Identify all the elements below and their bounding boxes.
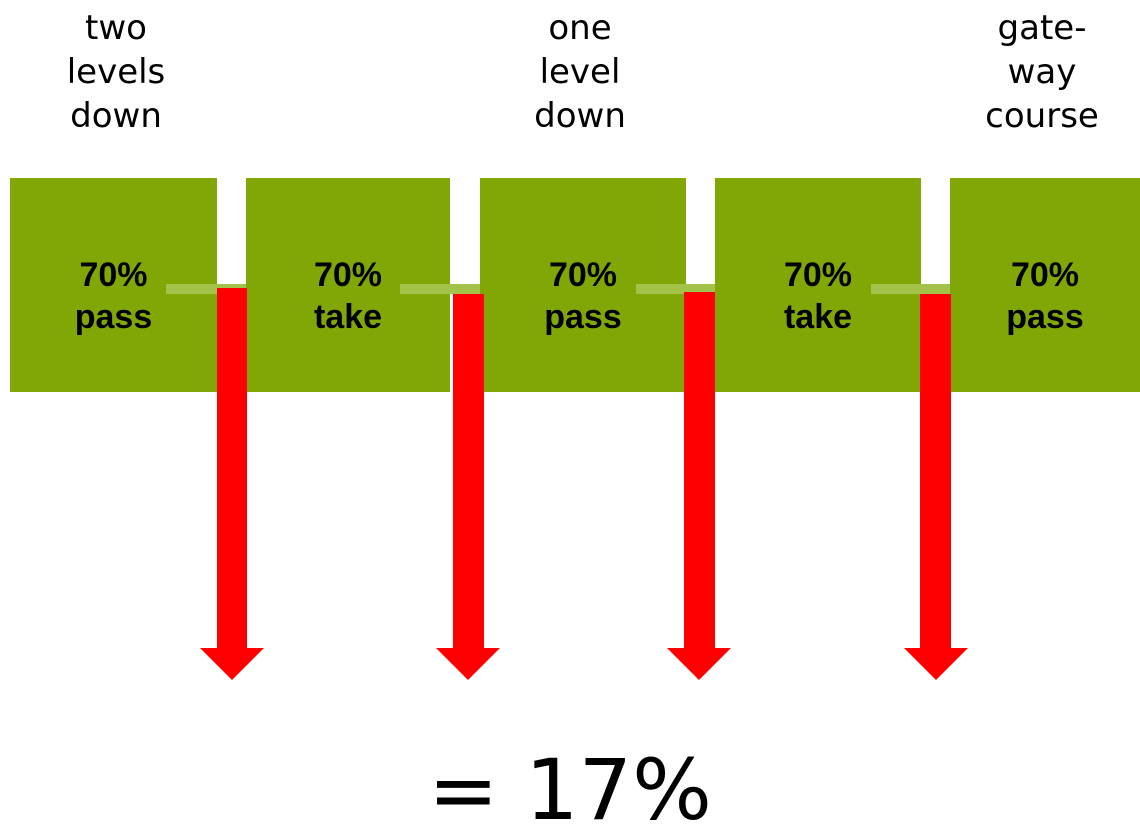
stage-label: take	[783, 298, 853, 336]
header-one-level-down: one level down	[500, 6, 660, 138]
header-line: way	[1007, 52, 1077, 92]
stage-box-text: 70% take	[246, 254, 450, 338]
header-two-levels-down: two levels down	[36, 6, 196, 138]
stage-connector	[636, 284, 715, 294]
stage-label: pass	[1006, 298, 1084, 336]
stage-percent: 70%	[548, 256, 618, 294]
header-gateway-course: gate- way course	[962, 6, 1122, 138]
stage-connector	[400, 284, 480, 294]
header-line: two	[85, 8, 147, 48]
header-line: down	[70, 96, 162, 136]
header-line: gate-	[997, 8, 1087, 48]
stage-label: take	[313, 298, 383, 336]
result-value: = 17%	[428, 741, 712, 839]
stage-percent: 70%	[1010, 256, 1080, 294]
stage-box-text: 70% pass	[480, 254, 686, 338]
header-line: level	[539, 52, 621, 92]
stage-percent: 70%	[313, 256, 383, 294]
header-line: one	[548, 8, 612, 48]
stage-connector	[871, 284, 950, 294]
stage-label: pass	[544, 298, 622, 336]
stage-box-5: 70% pass	[950, 178, 1140, 392]
stage-box-text: 70% pass	[950, 254, 1140, 338]
stage-percent: 70%	[79, 256, 148, 294]
stage-label: pass	[74, 298, 153, 336]
stage-box-text: 70% take	[715, 254, 921, 338]
stage-connector	[166, 284, 246, 294]
header-line: levels	[66, 52, 166, 92]
stage-percent: 70%	[783, 256, 853, 294]
header-line: course	[985, 96, 1099, 136]
header-line: down	[534, 96, 626, 136]
stage-box-text: 70% pass	[10, 254, 217, 338]
